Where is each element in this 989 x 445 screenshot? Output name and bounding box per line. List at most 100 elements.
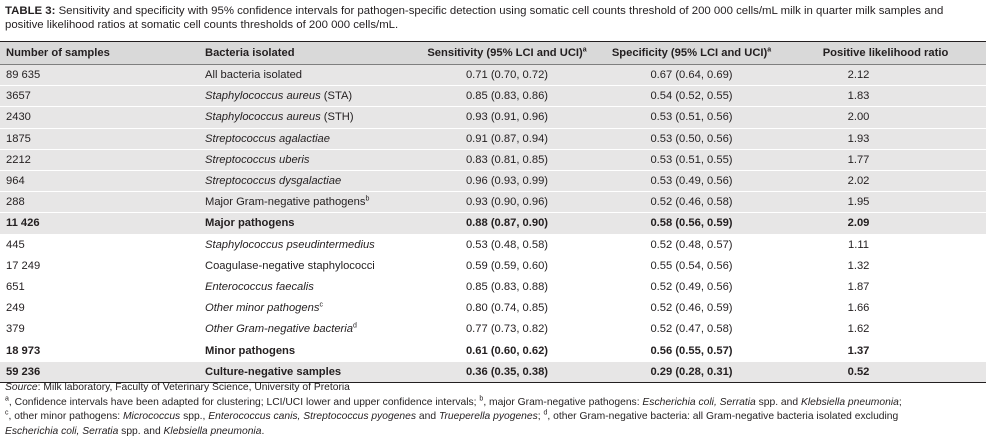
source-note: Source: Milk laboratory, Faculty of Vete… (5, 382, 350, 393)
cell-specificity: 0.53 (0.49, 0.56) (598, 170, 785, 193)
cell-bacteria: Coagulase-negative staphylococci (187, 255, 416, 277)
cell-sensitivity: 0.77 (0.73, 0.82) (416, 318, 598, 341)
cell-sensitivity: 0.85 (0.83, 0.88) (416, 276, 598, 299)
table-row: 379 Other Gram-negative bacteriad 0.77 (0.… (0, 318, 986, 341)
table-row: 11 426 Major pathogens 0.88 (0.87, 0.90) 0.… (0, 212, 986, 235)
cell-samples: 964 (0, 170, 187, 193)
table-row: 1875 Streptococcus agalactiae 0.91 (0.87, … (0, 128, 986, 150)
header-sensitivity: Sensitivity (95% LCI and UCI)a (416, 41, 598, 65)
cell-samples: 59 236 (0, 361, 187, 383)
cell-plr: 1.11 (785, 234, 986, 256)
header-bacteria: Bacteria isolated (187, 41, 416, 65)
cell-specificity: 0.58 (0.56, 0.59) (598, 212, 785, 235)
cell-bacteria: Staphylococcus aureus (STH) (187, 106, 416, 129)
cell-plr: 2.02 (785, 170, 986, 193)
cell-sensitivity: 0.80 (0.74, 0.85) (416, 297, 598, 320)
cell-samples: 445 (0, 234, 187, 256)
cell-samples: 249 (0, 297, 187, 320)
table-body: 89 635 All bacteria isolated 0.71 (0.70, 0… (0, 64, 986, 383)
cell-plr: 1.66 (785, 297, 986, 320)
cell-bacteria: Culture-negative samples (187, 361, 416, 383)
cell-sensitivity: 0.96 (0.93, 0.99) (416, 170, 598, 193)
cell-bacteria: Streptococcus agalactiae (187, 128, 416, 150)
cell-bacteria: Streptococcus uberis (187, 149, 416, 171)
footnote-d-cont: Escherichia coli, Serratia spp. and Kleb… (5, 425, 265, 437)
table-row: 89 635 All bacteria isolated 0.71 (0.70, 0… (0, 64, 986, 87)
table-row: 2430 Staphylococcus aureus (STH) 0.93 (0.9… (0, 106, 986, 129)
cell-samples: 3657 (0, 85, 187, 108)
table-row: 651 Enterococcus faecalis 0.85 (0.83, 0.88… (0, 276, 986, 299)
header-row: Number of samples Bacteria isolated Sens… (0, 41, 986, 65)
cell-samples: 11 426 (0, 212, 187, 235)
cell-samples: 18 973 (0, 339, 187, 362)
cell-plr: 0.52 (785, 361, 986, 383)
cell-specificity: 0.54 (0.52, 0.55) (598, 85, 785, 108)
table-row: 18 973 Minor pathogens 0.61 (0.60, 0.62) 0.… (0, 339, 986, 362)
cell-specificity: 0.29 (0.28, 0.31) (598, 361, 785, 383)
cell-sensitivity: 0.93 (0.91, 0.96) (416, 106, 598, 129)
header-specificity: Specificity (95% LCI and UCI)a (598, 41, 785, 65)
footnote-c: c, other minor pathogens: Micrococcus sp… (5, 409, 899, 422)
cell-specificity: 0.52 (0.49, 0.56) (598, 276, 785, 299)
cell-specificity: 0.67 (0.64, 0.69) (598, 64, 785, 87)
cell-specificity: 0.53 (0.51, 0.55) (598, 149, 785, 171)
cell-bacteria: Other Gram-negative bacteriad (187, 318, 416, 341)
cell-sensitivity: 0.88 (0.87, 0.90) (416, 212, 598, 235)
cell-specificity: 0.55 (0.54, 0.56) (598, 255, 785, 277)
cell-sensitivity: 0.85 (0.83, 0.86) (416, 85, 598, 108)
cell-samples: 379 (0, 318, 187, 341)
table-notes: Source: Milk laboratory, Faculty of Vete… (5, 381, 985, 439)
header-samples: Number of samples (0, 41, 187, 65)
cell-specificity: 0.53 (0.50, 0.56) (598, 128, 785, 150)
cell-plr: 1.93 (785, 128, 986, 150)
caption-label: TABLE 3: (5, 5, 56, 17)
cell-samples: 89 635 (0, 64, 187, 87)
cell-bacteria: Staphylococcus aureus (STA) (187, 85, 416, 108)
cell-plr: 2.12 (785, 64, 986, 87)
cell-sensitivity: 0.59 (0.59, 0.60) (416, 255, 598, 277)
table-row: 59 236 Culture-negative samples 0.36 (0.35… (0, 361, 986, 383)
cell-samples: 288 (0, 191, 187, 214)
cell-sensitivity: 0.93 (0.90, 0.96) (416, 191, 598, 214)
cell-sensitivity: 0.91 (0.87, 0.94) (416, 128, 598, 150)
table-row: 445 Staphylococcus pseudintermedius 0.53 (… (0, 234, 986, 256)
cell-sensitivity: 0.36 (0.35, 0.38) (416, 361, 598, 383)
cell-plr: 1.37 (785, 339, 986, 362)
cell-specificity: 0.53 (0.51, 0.56) (598, 106, 785, 129)
cell-plr: 1.32 (785, 255, 986, 277)
cell-bacteria: Staphylococcus pseudintermedius (187, 234, 416, 256)
cell-plr: 1.87 (785, 276, 986, 299)
cell-bacteria: Streptococcus dysgalactiae (187, 170, 416, 193)
cell-specificity: 0.56 (0.55, 0.57) (598, 339, 785, 362)
caption-text: Sensitivity and specificity with 95% con… (5, 5, 944, 31)
cell-bacteria: Minor pathogens (187, 339, 416, 362)
cell-bacteria: Enterococcus faecalis (187, 276, 416, 299)
footnote-a: a, Confidence intervals have been adapte… (5, 395, 902, 408)
cell-specificity: 0.52 (0.47, 0.58) (598, 318, 785, 341)
table-row: 249 Other minor pathogensc 0.80 (0.74, 0.8… (0, 297, 986, 320)
header-plr: Positive likelihood ratio (785, 41, 986, 65)
cell-specificity: 0.52 (0.46, 0.58) (598, 191, 785, 214)
cell-plr: 1.83 (785, 85, 986, 108)
table-row: 3657 Staphylococcus aureus (STA) 0.85 (0.8… (0, 85, 986, 108)
results-table: Number of samples Bacteria isolated Sens… (0, 41, 986, 383)
cell-bacteria: All bacteria isolated (187, 64, 416, 87)
table-row: 964 Streptococcus dysgalactiae 0.96 (0.93,… (0, 170, 986, 193)
cell-samples: 2212 (0, 149, 187, 171)
cell-sensitivity: 0.53 (0.48, 0.58) (416, 234, 598, 256)
table-row: 17 249 Coagulase-negative staphylococci 0.… (0, 255, 986, 277)
cell-plr: 2.09 (785, 212, 986, 235)
cell-plr: 2.00 (785, 106, 986, 129)
cell-sensitivity: 0.71 (0.70, 0.72) (416, 64, 598, 87)
cell-plr: 1.62 (785, 318, 986, 341)
table-caption: TABLE 3: Sensitivity and specificity wit… (5, 4, 983, 32)
cell-samples: 651 (0, 276, 187, 299)
cell-samples: 1875 (0, 128, 187, 150)
cell-sensitivity: 0.83 (0.81, 0.85) (416, 149, 598, 171)
cell-samples: 2430 (0, 106, 187, 129)
cell-bacteria: Other minor pathogensc (187, 297, 416, 320)
cell-plr: 1.95 (785, 191, 986, 214)
cell-samples: 17 249 (0, 255, 187, 277)
cell-specificity: 0.52 (0.46, 0.59) (598, 297, 785, 320)
